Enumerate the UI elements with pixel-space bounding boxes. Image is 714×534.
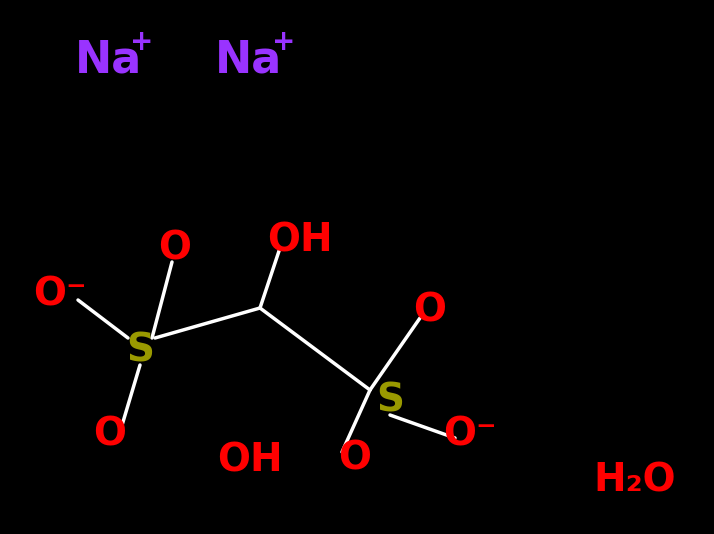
Text: +: + — [130, 28, 154, 56]
Text: +: + — [272, 28, 296, 56]
Text: O⁻: O⁻ — [33, 276, 87, 314]
Text: H₂O: H₂O — [593, 461, 676, 499]
Text: Na: Na — [215, 38, 282, 82]
Text: S: S — [126, 331, 154, 369]
Text: Na: Na — [75, 38, 142, 82]
Text: OH: OH — [217, 441, 283, 479]
Text: O: O — [338, 439, 371, 477]
Text: S: S — [376, 381, 404, 419]
Text: O: O — [94, 416, 126, 454]
Text: O⁻: O⁻ — [443, 416, 497, 454]
Text: O: O — [159, 229, 191, 267]
Text: O: O — [413, 291, 446, 329]
Text: OH: OH — [267, 221, 333, 259]
